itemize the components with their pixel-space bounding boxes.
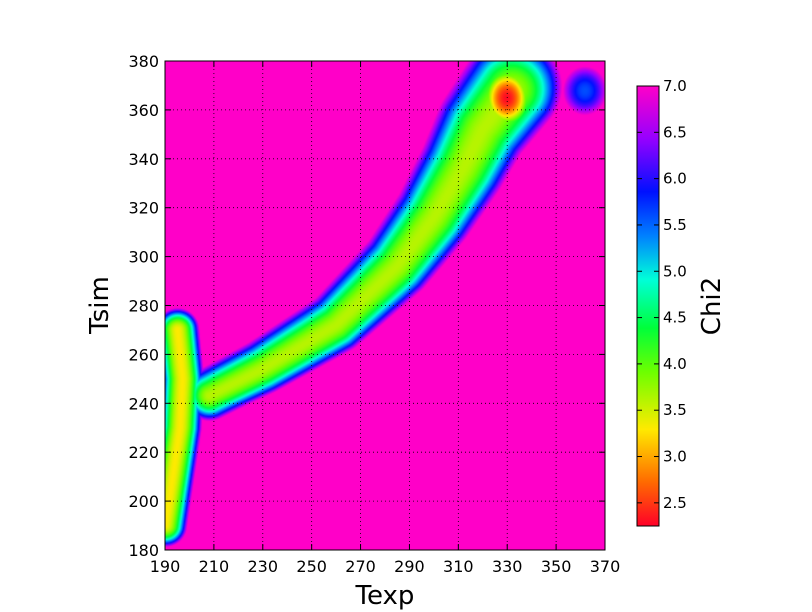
- y-tick-label: 300: [128, 248, 159, 267]
- y-tick-label: 360: [128, 101, 159, 120]
- x-tick-label: 190: [150, 557, 181, 576]
- x-tick-label: 350: [541, 557, 572, 576]
- colorbar-tick-label: 3.0: [663, 448, 687, 466]
- x-tick-label: 210: [199, 557, 230, 576]
- grid-lines: [165, 61, 605, 550]
- colorbar-tick-label: 4.5: [663, 309, 687, 327]
- colorbar-tick-label: 6.5: [663, 123, 687, 141]
- y-tick-label: 240: [128, 394, 159, 413]
- colorbar-label: Chi2: [697, 277, 727, 335]
- y-tick-label: 380: [128, 52, 159, 71]
- colorbar-tick-label: 6.0: [663, 170, 687, 188]
- colorbar-ticks: 2.5 3.0 3.5 4.0 4.5 5.0 5.5 6.0 6.5 7.0: [637, 77, 687, 512]
- colorbar-tick-label: 5.0: [663, 262, 687, 280]
- x-tick-label: 270: [345, 557, 376, 576]
- y-tick-label: 340: [128, 150, 159, 169]
- x-tick-label: 370: [590, 557, 621, 576]
- y-tick-label: 280: [128, 297, 159, 316]
- y-tick-label: 320: [128, 199, 159, 218]
- x-axis-label: Texp: [355, 581, 415, 611]
- colorbar-tick-label: 7.0: [663, 77, 687, 95]
- y-axis-ticks: 180 200 220 240 260 280 300 320 340 360 380: [128, 52, 605, 560]
- x-tick-label: 330: [492, 557, 523, 576]
- y-tick-label: 260: [128, 345, 159, 364]
- colorbar-tick-label: 5.5: [663, 216, 687, 234]
- colorbar-tick-label: 4.0: [663, 355, 687, 373]
- y-tick-label: 220: [128, 443, 159, 462]
- x-axis-ticks: 190 210 230 250 270 290 310 330 350 370: [150, 61, 621, 576]
- x-tick-label: 310: [443, 557, 474, 576]
- x-tick-label: 230: [248, 557, 279, 576]
- colorbar: [636, 85, 660, 527]
- y-tick-label: 180: [128, 541, 159, 560]
- colorbar-tick-label: 2.5: [663, 494, 687, 512]
- y-tick-label: 200: [128, 492, 159, 511]
- x-tick-label: 290: [394, 557, 425, 576]
- x-tick-label: 250: [296, 557, 327, 576]
- y-axis-label: Tsim: [85, 276, 115, 335]
- colorbar-tick-label: 3.5: [663, 401, 687, 419]
